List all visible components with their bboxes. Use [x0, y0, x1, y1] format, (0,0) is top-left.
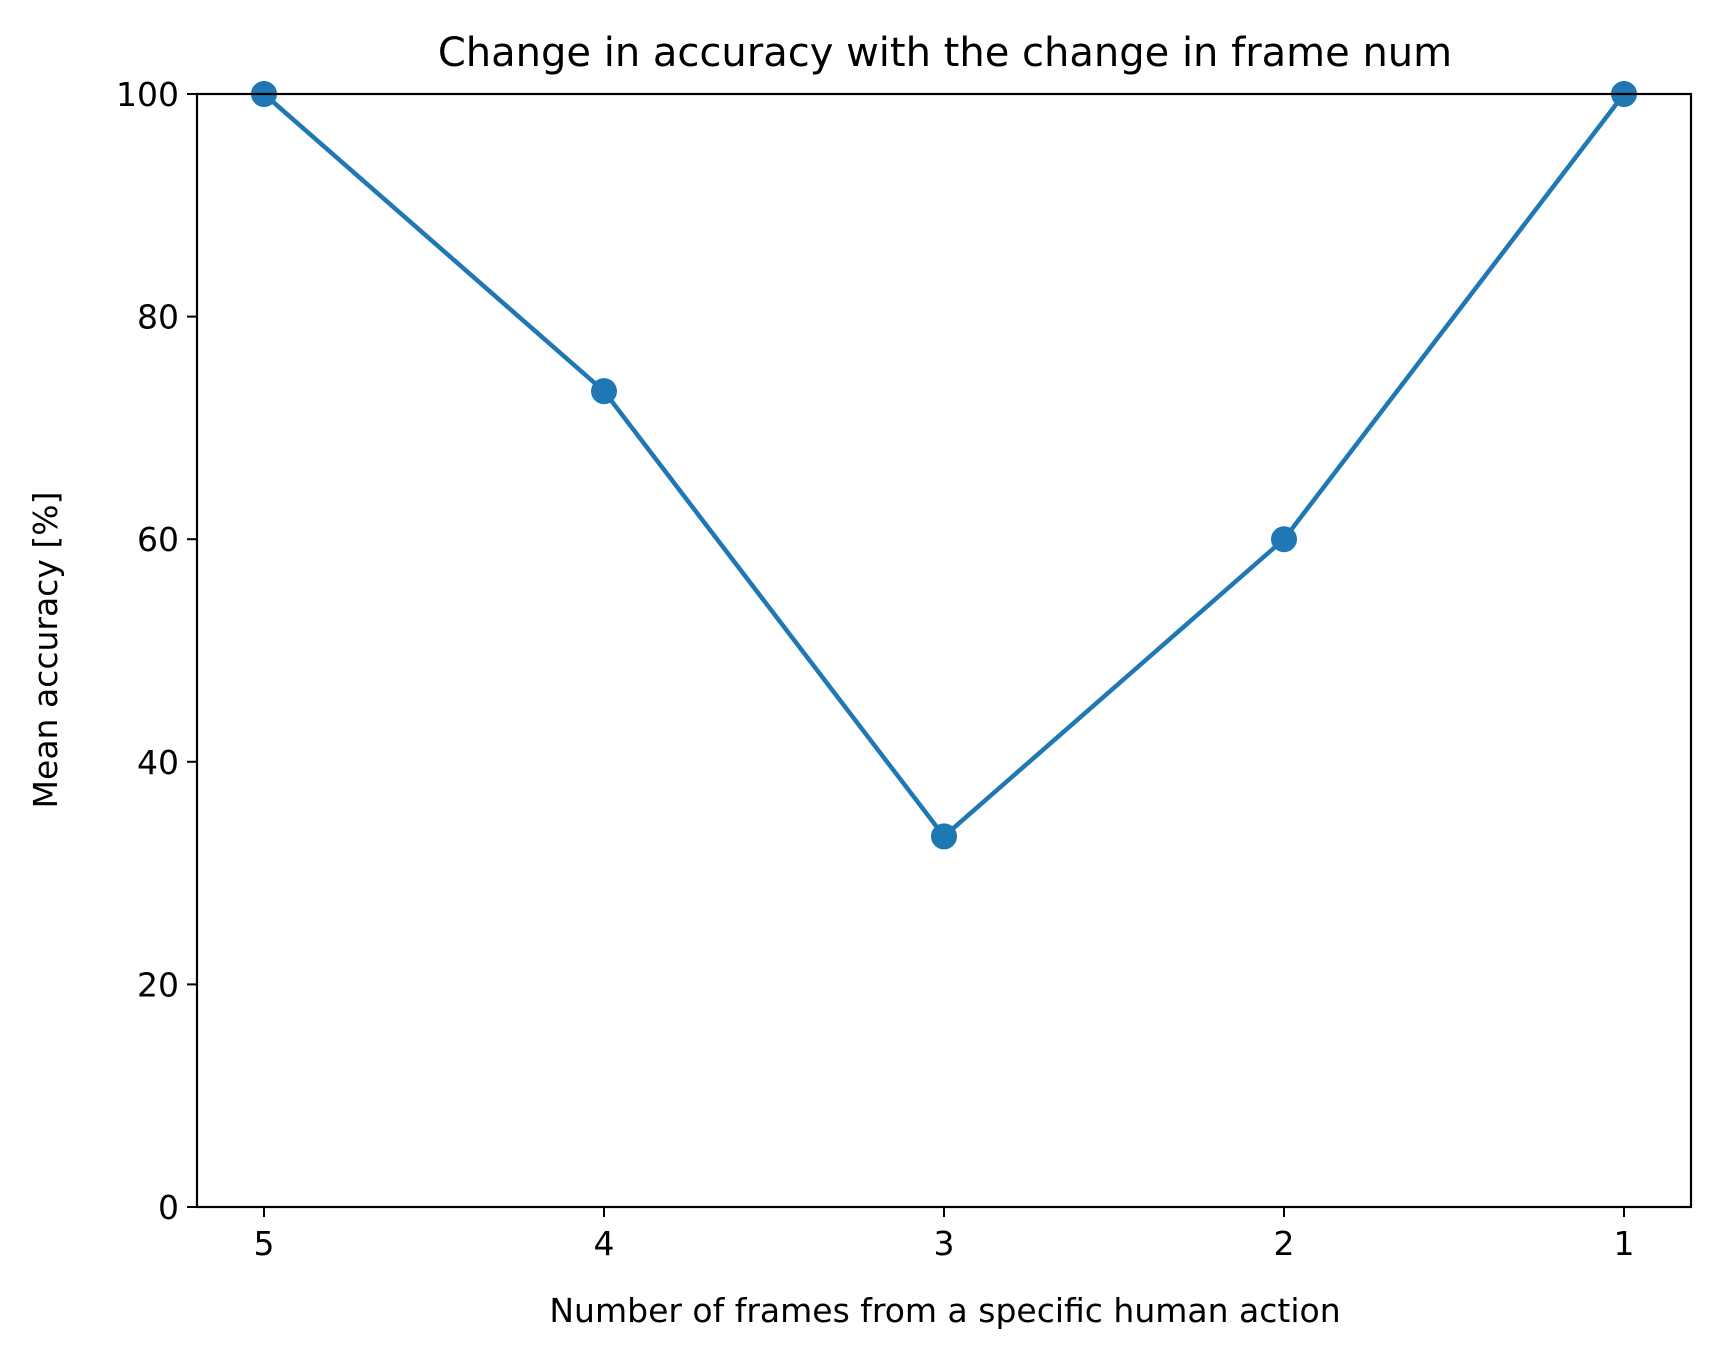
x-tick-label: 3: [934, 1224, 955, 1263]
x-tick-label: 5: [254, 1224, 275, 1263]
y-axis-label: Mean accuracy [%]: [26, 492, 65, 809]
data-point: [591, 378, 617, 405]
y-tick-label: 20: [137, 965, 179, 1004]
y-tick-label: 60: [137, 520, 179, 559]
data-point: [1271, 526, 1297, 553]
y-tick-label: 80: [137, 298, 179, 337]
chart-title: Change in accuracy with the change in fr…: [438, 30, 1452, 76]
plot-background: [197, 94, 1691, 1207]
data-point: [931, 823, 957, 850]
y-tick-label: 40: [137, 743, 179, 782]
plot-area: 5 4 3 2 1 0 20 40 60 80 100: [116, 75, 1693, 1263]
x-tick-label: 1: [1614, 1224, 1635, 1263]
y-tick-label: 100: [116, 75, 179, 114]
x-tick-label: 2: [1274, 1224, 1295, 1263]
x-tick-label: 4: [594, 1224, 615, 1263]
y-tick-label: 0: [158, 1188, 179, 1227]
x-axis-label: Number of frames from a specific human a…: [549, 1291, 1340, 1330]
